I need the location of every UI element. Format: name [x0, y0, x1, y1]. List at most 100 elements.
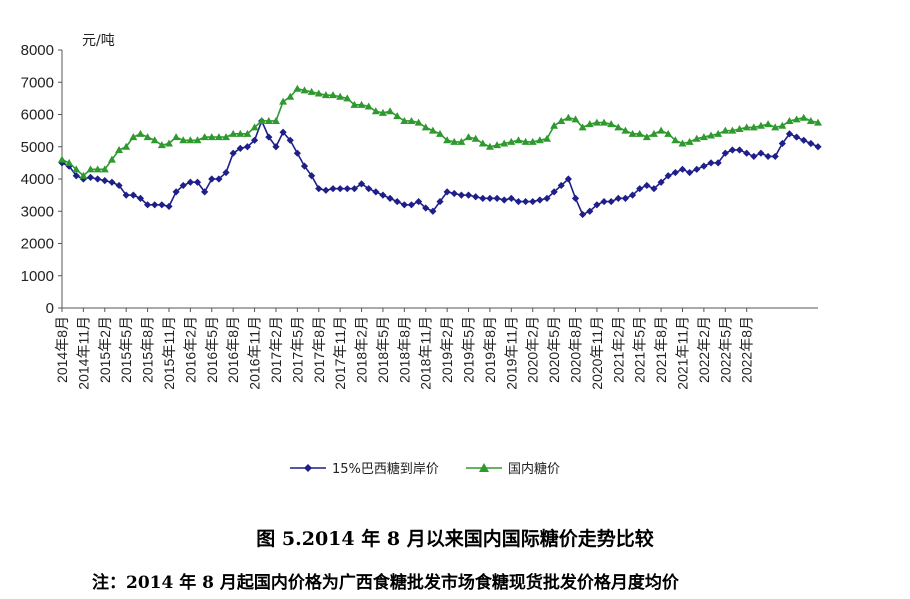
data-point [264, 116, 273, 124]
data-point [528, 137, 537, 145]
data-point [507, 137, 516, 145]
data-point [143, 201, 152, 209]
data-point [336, 185, 344, 193]
data-point [479, 194, 487, 202]
series-1 [58, 117, 822, 219]
data-point [521, 137, 530, 145]
data-point [279, 128, 287, 136]
data-point [464, 191, 473, 199]
data-point [571, 194, 580, 202]
data-point [265, 133, 273, 141]
data-point [164, 139, 173, 147]
data-point [179, 181, 187, 190]
data-point [742, 123, 751, 131]
data-point [151, 201, 159, 209]
data-point [243, 143, 252, 151]
x-tick-label: 2014年8月 [54, 316, 70, 383]
data-point [792, 115, 801, 123]
data-point [86, 165, 95, 173]
data-point [628, 191, 637, 199]
data-point [485, 142, 494, 150]
data-point [799, 113, 808, 121]
data-point [150, 136, 159, 144]
x-tick-label: 2015年8月 [140, 316, 156, 383]
data-point [229, 129, 238, 137]
data-point [365, 185, 373, 193]
data-point [307, 87, 316, 95]
data-point [507, 194, 515, 202]
series-2 [58, 84, 822, 179]
data-point [136, 194, 145, 202]
data-point [500, 196, 508, 204]
data-point [243, 129, 252, 137]
data-point [193, 136, 202, 144]
data-point [650, 185, 658, 193]
data-point [115, 181, 123, 190]
data-point [222, 168, 230, 177]
data-point [457, 191, 465, 199]
data-point [300, 162, 309, 170]
x-tick-label: 2016年5月 [204, 316, 220, 383]
data-point [122, 142, 131, 150]
y-tick-label: 1000 [21, 268, 54, 285]
data-point [756, 121, 765, 129]
data-point [586, 207, 594, 215]
data-point [600, 118, 609, 126]
data-point [86, 173, 95, 181]
data-point [143, 133, 152, 141]
data-point [621, 126, 630, 134]
data-point [379, 191, 387, 199]
y-tick-label: 4000 [21, 171, 54, 188]
data-point [271, 116, 280, 124]
data-point [614, 194, 622, 202]
data-point [186, 178, 194, 186]
data-point [478, 139, 487, 147]
data-point [649, 129, 658, 137]
data-point [749, 123, 758, 131]
data-point [158, 201, 166, 209]
x-tick-label: 2016年11月 [247, 316, 263, 390]
data-point [79, 171, 88, 179]
data-point [585, 120, 594, 128]
data-point [664, 172, 672, 180]
data-point [314, 89, 323, 97]
data-point [814, 118, 822, 126]
data-point [764, 152, 772, 161]
data-point [229, 149, 237, 157]
data-point [514, 197, 523, 206]
legend-label: 15%巴西糖到岸价 [332, 461, 439, 477]
data-point [65, 158, 74, 166]
data-point [300, 86, 309, 94]
data-point [436, 129, 444, 137]
data-point [400, 116, 409, 124]
data-point [372, 188, 380, 196]
data-point [493, 194, 501, 202]
data-point [735, 125, 744, 133]
data-point [714, 129, 723, 137]
data-point [250, 123, 259, 131]
data-point [728, 146, 737, 154]
data-point [222, 133, 231, 141]
y-tick-label: 8000 [21, 42, 54, 59]
data-point [643, 181, 651, 190]
data-point [457, 137, 466, 145]
data-point [293, 149, 301, 157]
data-point [157, 141, 166, 149]
data-point [371, 107, 380, 115]
data-point [215, 175, 223, 183]
data-point [571, 115, 580, 123]
data-point [357, 100, 366, 108]
data-point [129, 133, 138, 141]
legend-label: 国内糖价 [508, 461, 560, 477]
data-point [214, 133, 223, 141]
data-point [486, 194, 494, 202]
data-point [678, 139, 687, 147]
data-point [714, 159, 722, 167]
data-point [657, 126, 666, 134]
data-point [707, 159, 715, 167]
data-point [693, 165, 701, 173]
data-point [700, 162, 708, 170]
data-point [201, 188, 209, 196]
x-tick-label: 2017年2月 [268, 316, 284, 383]
data-point [100, 165, 109, 173]
